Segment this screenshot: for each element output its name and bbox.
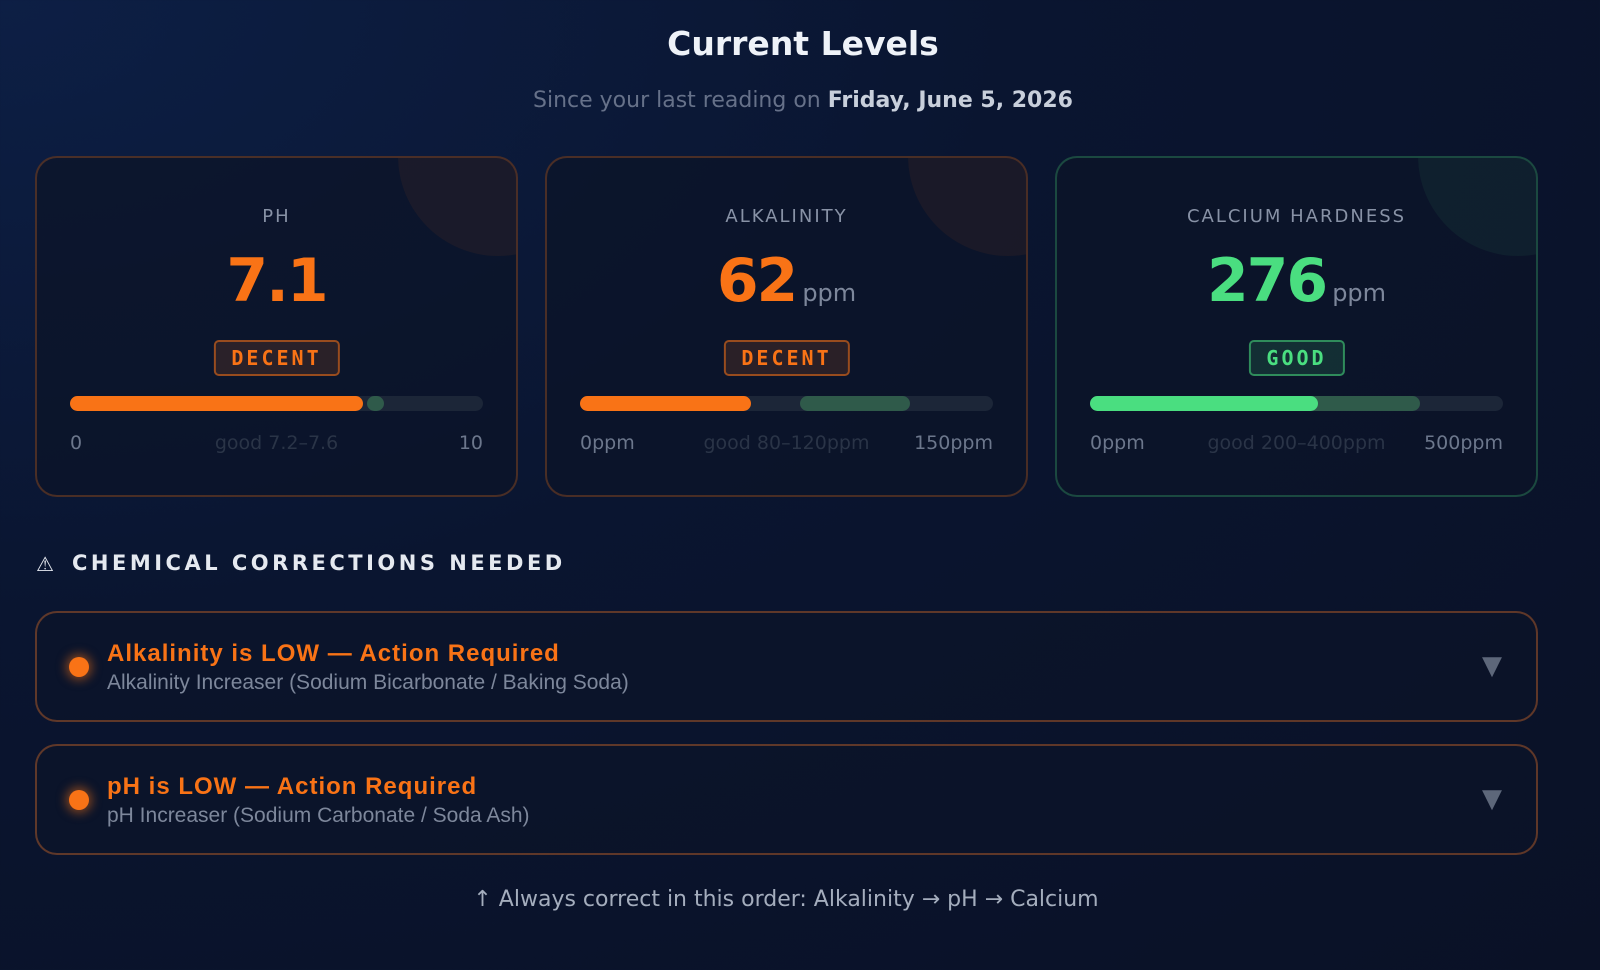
unit: ppm xyxy=(802,279,857,307)
card-label: PH xyxy=(262,206,291,227)
good-range xyxy=(800,396,911,411)
scale-min: 0 xyxy=(70,432,83,454)
good-range xyxy=(367,396,384,411)
good-range-label: good 80–120ppm xyxy=(703,432,870,454)
card-label: ALKALINITY xyxy=(725,206,848,227)
value: 7.1 xyxy=(226,246,328,316)
title: Current Levels xyxy=(667,24,939,63)
value-line: 62 ppm xyxy=(547,246,1026,316)
card-label: CALCIUM HARDNESS xyxy=(1186,206,1407,227)
value-bar xyxy=(580,396,751,411)
value: 62 xyxy=(716,246,798,316)
value-bar xyxy=(70,396,364,411)
warning-icon: ⚠ xyxy=(36,552,54,576)
subtitle-prefix: Since your last reading on xyxy=(533,88,821,113)
scale-max: 500ppm xyxy=(1424,432,1503,454)
level-card: ALKALINITY 62 ppm DECENT 0ppm 150ppm good 80–1… xyxy=(545,156,1028,497)
value-bar xyxy=(1090,396,1318,411)
good-range-label: good 200–400ppm xyxy=(1207,432,1386,454)
good-range-label: good 7.2–7.6 xyxy=(214,432,339,454)
subtitle-date: Friday, June 5, 2026 xyxy=(827,88,1073,113)
expand-chevron[interactable]: ▼ xyxy=(1482,784,1502,814)
value-line: 276 ppm xyxy=(1057,246,1536,316)
scale-max: 10 xyxy=(458,432,483,454)
level-card: CALCIUM HARDNESS 276 ppm GOOD 0ppm 500ppm good… xyxy=(1055,156,1538,497)
unit: ppm xyxy=(1332,279,1387,307)
range-track xyxy=(1090,396,1503,411)
scale-min: 0ppm xyxy=(1090,432,1145,454)
value: 276 xyxy=(1206,246,1328,316)
subtitle: Since your last reading on Friday, June … xyxy=(0,88,1600,113)
status-badge: GOOD xyxy=(1248,340,1345,376)
correction-title: Alkalinity is LOW — Action Required xyxy=(107,640,560,667)
correction-title: pH is LOW — Action Required xyxy=(107,773,478,800)
correction-product: pH Increaser (Sodium Carbonate / Soda As… xyxy=(107,804,530,827)
correction-product: Alkalinity Increaser (Sodium Bicarbonate… xyxy=(107,671,629,694)
value-line: 7.1 xyxy=(37,246,516,316)
status-badge: DECENT xyxy=(723,340,850,376)
expand-chevron[interactable]: ▼ xyxy=(1482,651,1502,681)
status-dot xyxy=(69,657,89,677)
scale-min: 0ppm xyxy=(580,432,635,454)
status-badge: DECENT xyxy=(213,340,340,376)
level-card: PH 7.1 DECENT 0 10 good 7.2–7.6 xyxy=(35,156,518,497)
section-heading: CHEMICAL CORRECTIONS NEEDED xyxy=(72,551,566,575)
footer-note: ↑ Always correct in this order: Alkalini… xyxy=(473,887,1099,912)
range-track xyxy=(580,396,993,411)
range-track xyxy=(70,396,483,411)
status-dot xyxy=(69,790,89,810)
scale-max: 150ppm xyxy=(914,432,993,454)
correction-item[interactable]: Alkalinity is LOW — Action Required Alkal… xyxy=(35,611,1538,722)
correction-item[interactable]: pH is LOW — Action Required pH Increaser … xyxy=(35,744,1538,855)
